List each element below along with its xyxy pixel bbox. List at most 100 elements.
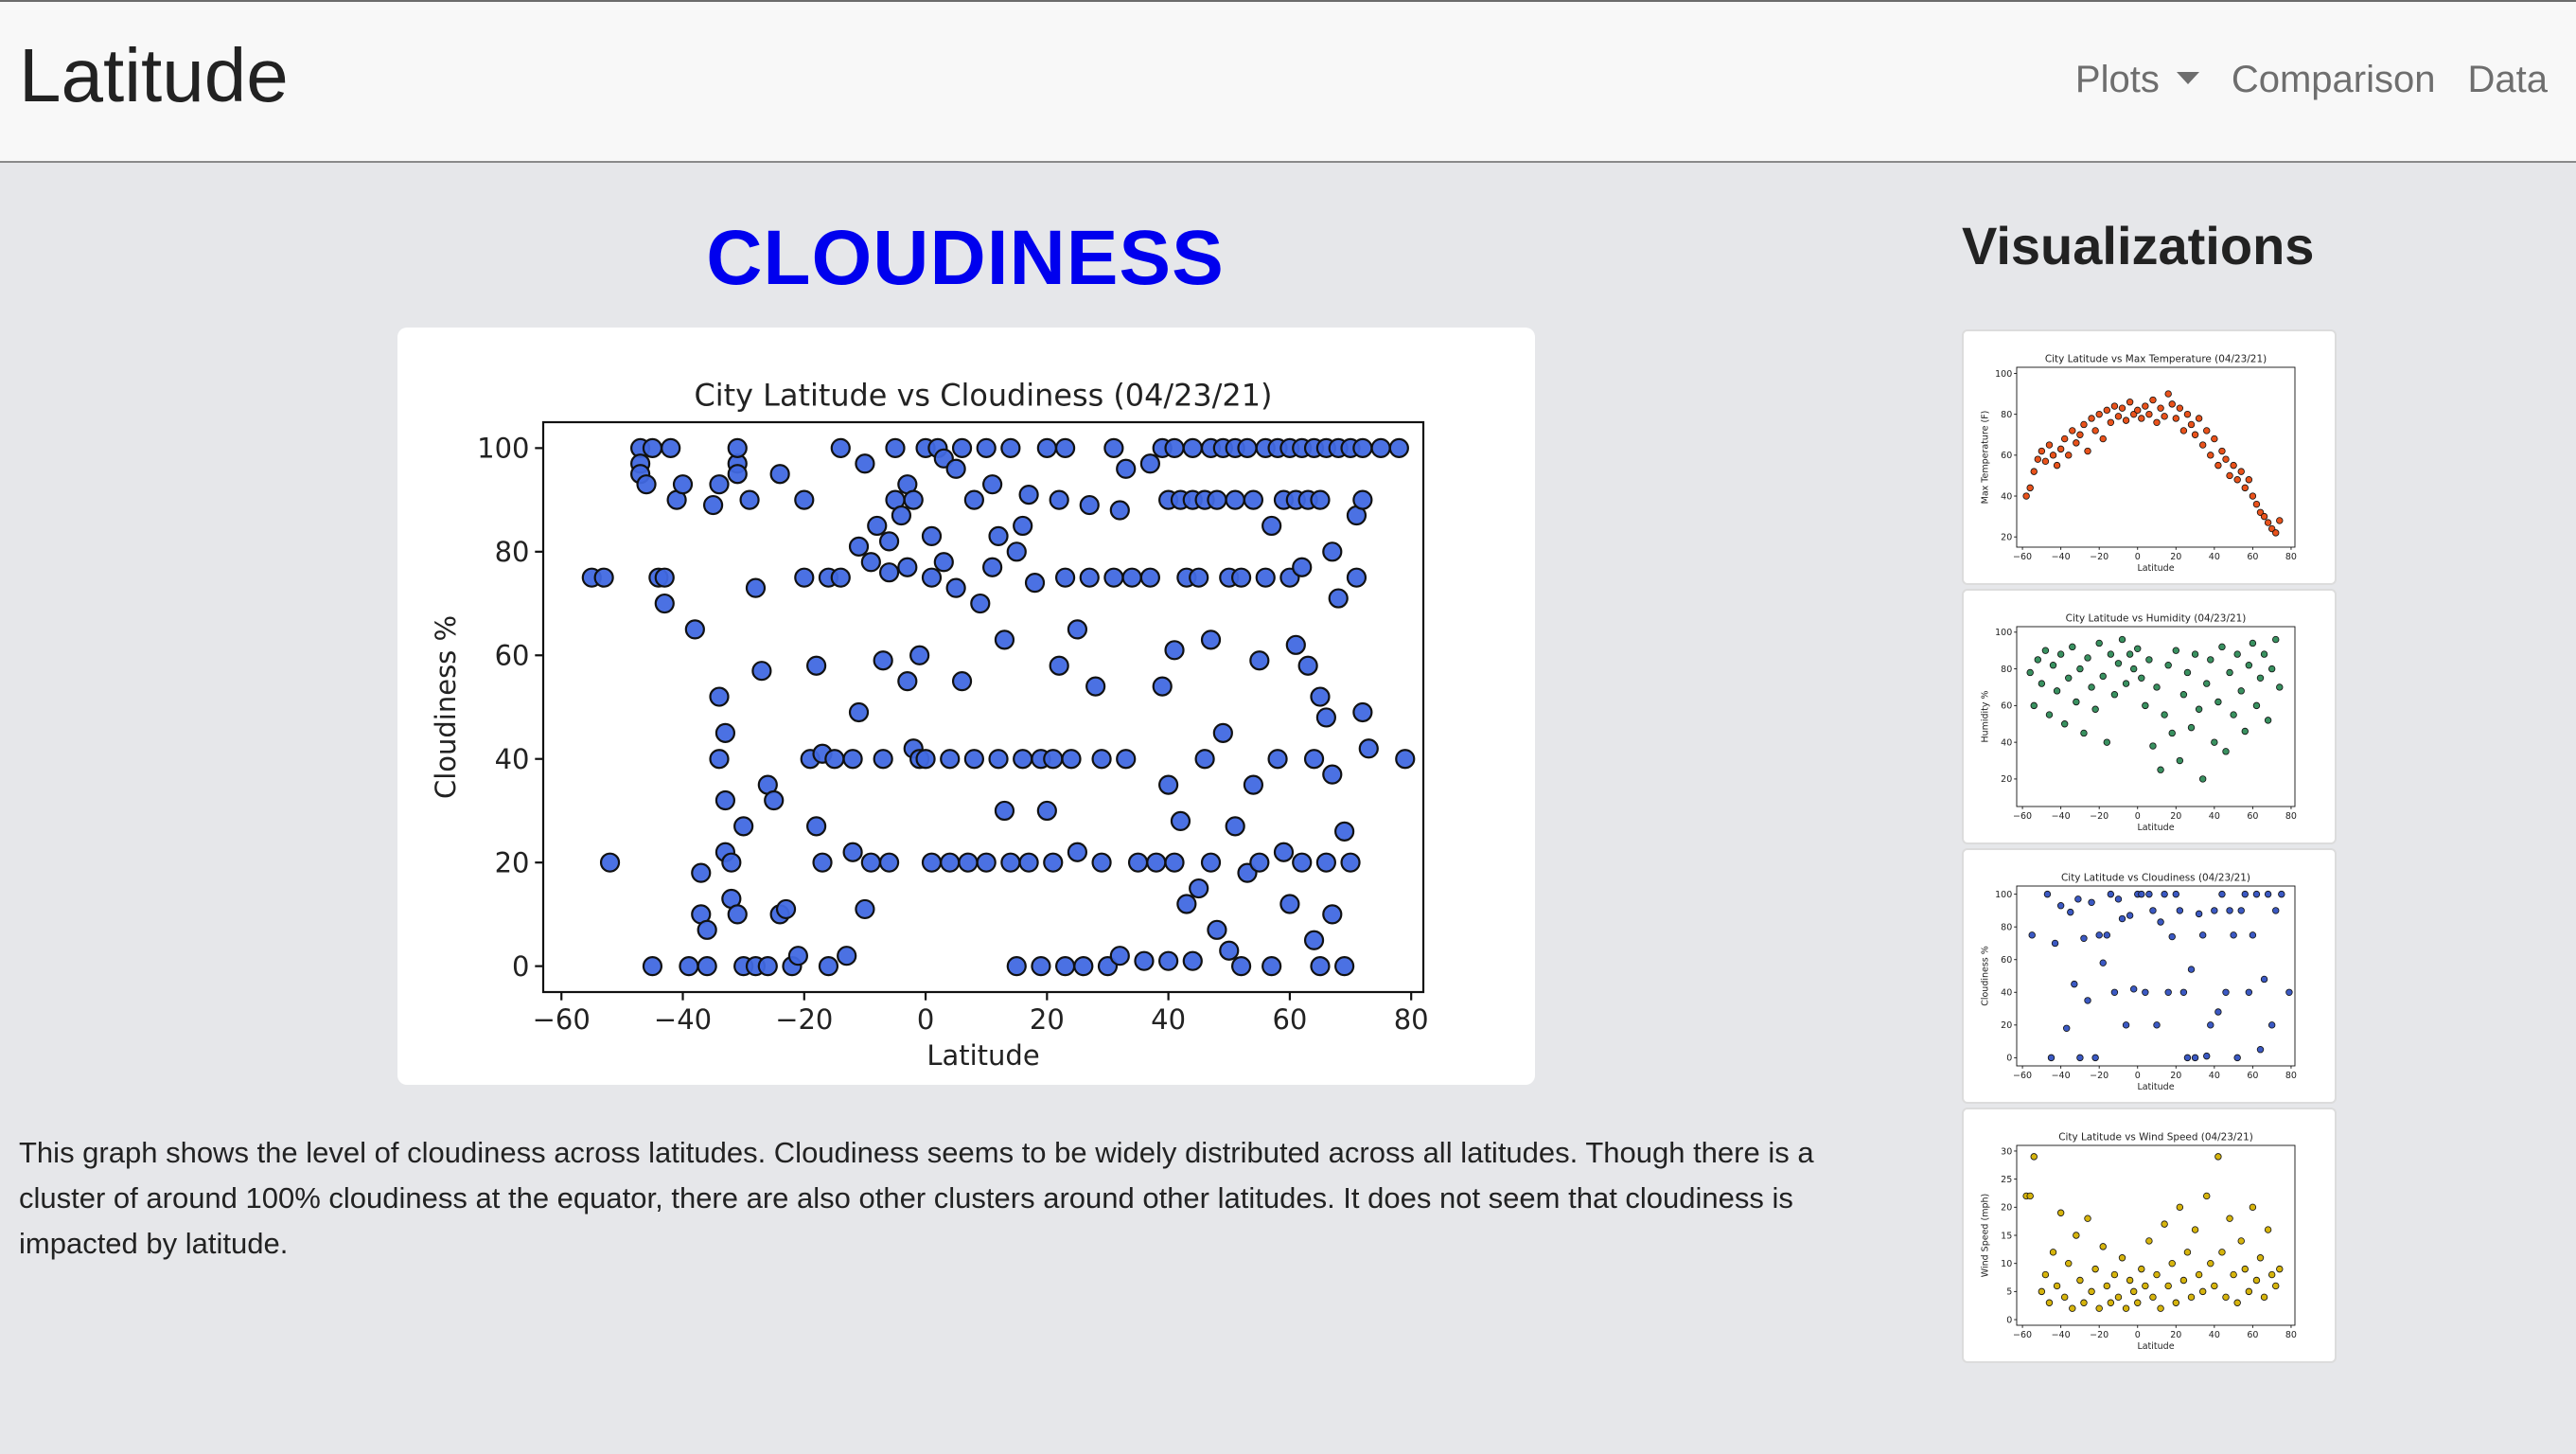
data-point <box>2233 476 2241 484</box>
data-point <box>855 453 875 474</box>
data-point <box>867 515 888 537</box>
cloudiness-thumbnail-chart: City Latitude vs Cloudiness (04/23/21) −6… <box>1981 872 2297 1092</box>
data-point <box>2122 680 2130 687</box>
data-point <box>1285 634 1306 655</box>
data-point <box>2230 461 2237 470</box>
data-point <box>1067 619 1088 640</box>
data-point <box>2038 1287 2046 1296</box>
data-point <box>2176 404 2184 412</box>
data-point <box>1207 489 1227 510</box>
data-point <box>2060 1293 2069 1302</box>
thumbnail-max-temperature[interactable]: City Latitude vs Max Temperature (04/23/… <box>1962 329 2337 585</box>
data-point <box>2172 1299 2179 1306</box>
data-point <box>2110 1270 2119 1279</box>
data-point <box>1176 894 1197 914</box>
nav-plots-label: Plots <box>2074 59 2160 100</box>
data-point <box>2028 931 2036 939</box>
plot-frame <box>2016 366 2296 548</box>
data-point <box>2134 1299 2142 1306</box>
data-point <box>1146 852 1167 873</box>
data-point <box>2073 1232 2080 1239</box>
data-point <box>2118 914 2126 923</box>
data-point <box>2153 683 2161 691</box>
y-tick-label: 30 <box>2001 1146 2012 1157</box>
data-point <box>2267 1270 2276 1279</box>
data-point <box>2118 635 2126 644</box>
data-point <box>2145 410 2153 418</box>
data-point <box>684 619 705 640</box>
data-point <box>2126 399 2134 406</box>
x-tick-label: 20 <box>2170 1330 2181 1340</box>
nav-plots-dropdown[interactable]: Plots <box>2075 61 2199 98</box>
thumbnail-wind-speed[interactable]: City Latitude vs Wind Speed (04/23/21) −6… <box>1962 1108 2337 1363</box>
thumbnail-cloudiness[interactable]: City Latitude vs Cloudiness (04/23/21) −6… <box>1962 848 2337 1104</box>
data-point <box>830 437 851 458</box>
x-tick-label: −40 <box>2052 1330 2071 1340</box>
data-point <box>2084 997 2091 1004</box>
thumbnail-humidity[interactable]: City Latitude vs Humidity (04/23/21) −60 −… <box>1962 589 2337 844</box>
data-point <box>1091 852 1112 873</box>
data-point <box>2187 1293 2196 1302</box>
data-point <box>2149 1293 2157 1302</box>
data-point <box>1297 655 1318 676</box>
data-point <box>1322 541 1343 562</box>
data-point <box>1225 816 1245 837</box>
data-point <box>1073 956 1094 977</box>
data-point <box>2034 455 2042 463</box>
data-point <box>2076 665 2084 673</box>
data-point <box>940 852 961 873</box>
page-title: CLOUDINESS <box>706 215 1225 301</box>
data-point <box>2164 1282 2172 1290</box>
data-point <box>2049 662 2057 669</box>
data-point <box>976 852 997 873</box>
data-point <box>2241 727 2249 736</box>
data-point <box>958 852 979 873</box>
data-point <box>2233 1054 2241 1062</box>
data-point <box>1262 515 1282 537</box>
data-point <box>2149 907 2157 914</box>
data-point <box>2095 931 2103 939</box>
data-point <box>842 749 863 770</box>
data-point <box>661 437 681 458</box>
data-point <box>970 593 991 614</box>
nav-comparison-link[interactable]: Comparison <box>2231 59 2436 100</box>
data-point <box>1279 894 1300 914</box>
y-tick-label: 80 <box>2001 923 2012 933</box>
data-point <box>2272 1282 2280 1290</box>
data-point <box>878 562 900 583</box>
data-point <box>1164 437 1185 458</box>
navbar-brand[interactable]: Latitude <box>19 33 289 117</box>
x-tick-label: 80 <box>2285 811 2297 822</box>
data-point <box>2122 417 2130 424</box>
data-point <box>2026 484 2034 492</box>
data-point <box>794 489 815 510</box>
data-point <box>2260 975 2268 984</box>
data-point <box>1352 489 1373 510</box>
x-tick-label: −40 <box>654 1003 712 1036</box>
data-point <box>2179 988 2188 996</box>
data-point <box>2126 912 2134 919</box>
x-tick-label: −20 <box>2090 552 2108 562</box>
data-point <box>976 437 997 458</box>
data-point <box>2022 492 2030 500</box>
data-point <box>2276 1265 2284 1273</box>
nav-data-link[interactable]: Data <box>2467 59 2549 100</box>
data-point <box>2157 766 2164 773</box>
y-tick-label: 40 <box>495 743 530 775</box>
x-tick-label: 60 <box>2247 552 2258 562</box>
data-point <box>1031 956 1051 977</box>
data-point <box>2053 1282 2061 1290</box>
data-point <box>2168 932 2176 941</box>
data-point <box>2226 668 2233 677</box>
x-tick-label: 0 <box>2135 811 2141 822</box>
plot-frame <box>541 420 1425 994</box>
data-point <box>2172 890 2179 898</box>
data-point <box>2129 665 2138 673</box>
data-point <box>2122 1304 2130 1312</box>
data-point <box>2088 683 2095 691</box>
data-point <box>1000 852 1021 873</box>
data-point <box>1292 852 1313 873</box>
data-point <box>2203 427 2211 434</box>
data-point <box>2164 988 2172 996</box>
data-point <box>2114 660 2123 667</box>
